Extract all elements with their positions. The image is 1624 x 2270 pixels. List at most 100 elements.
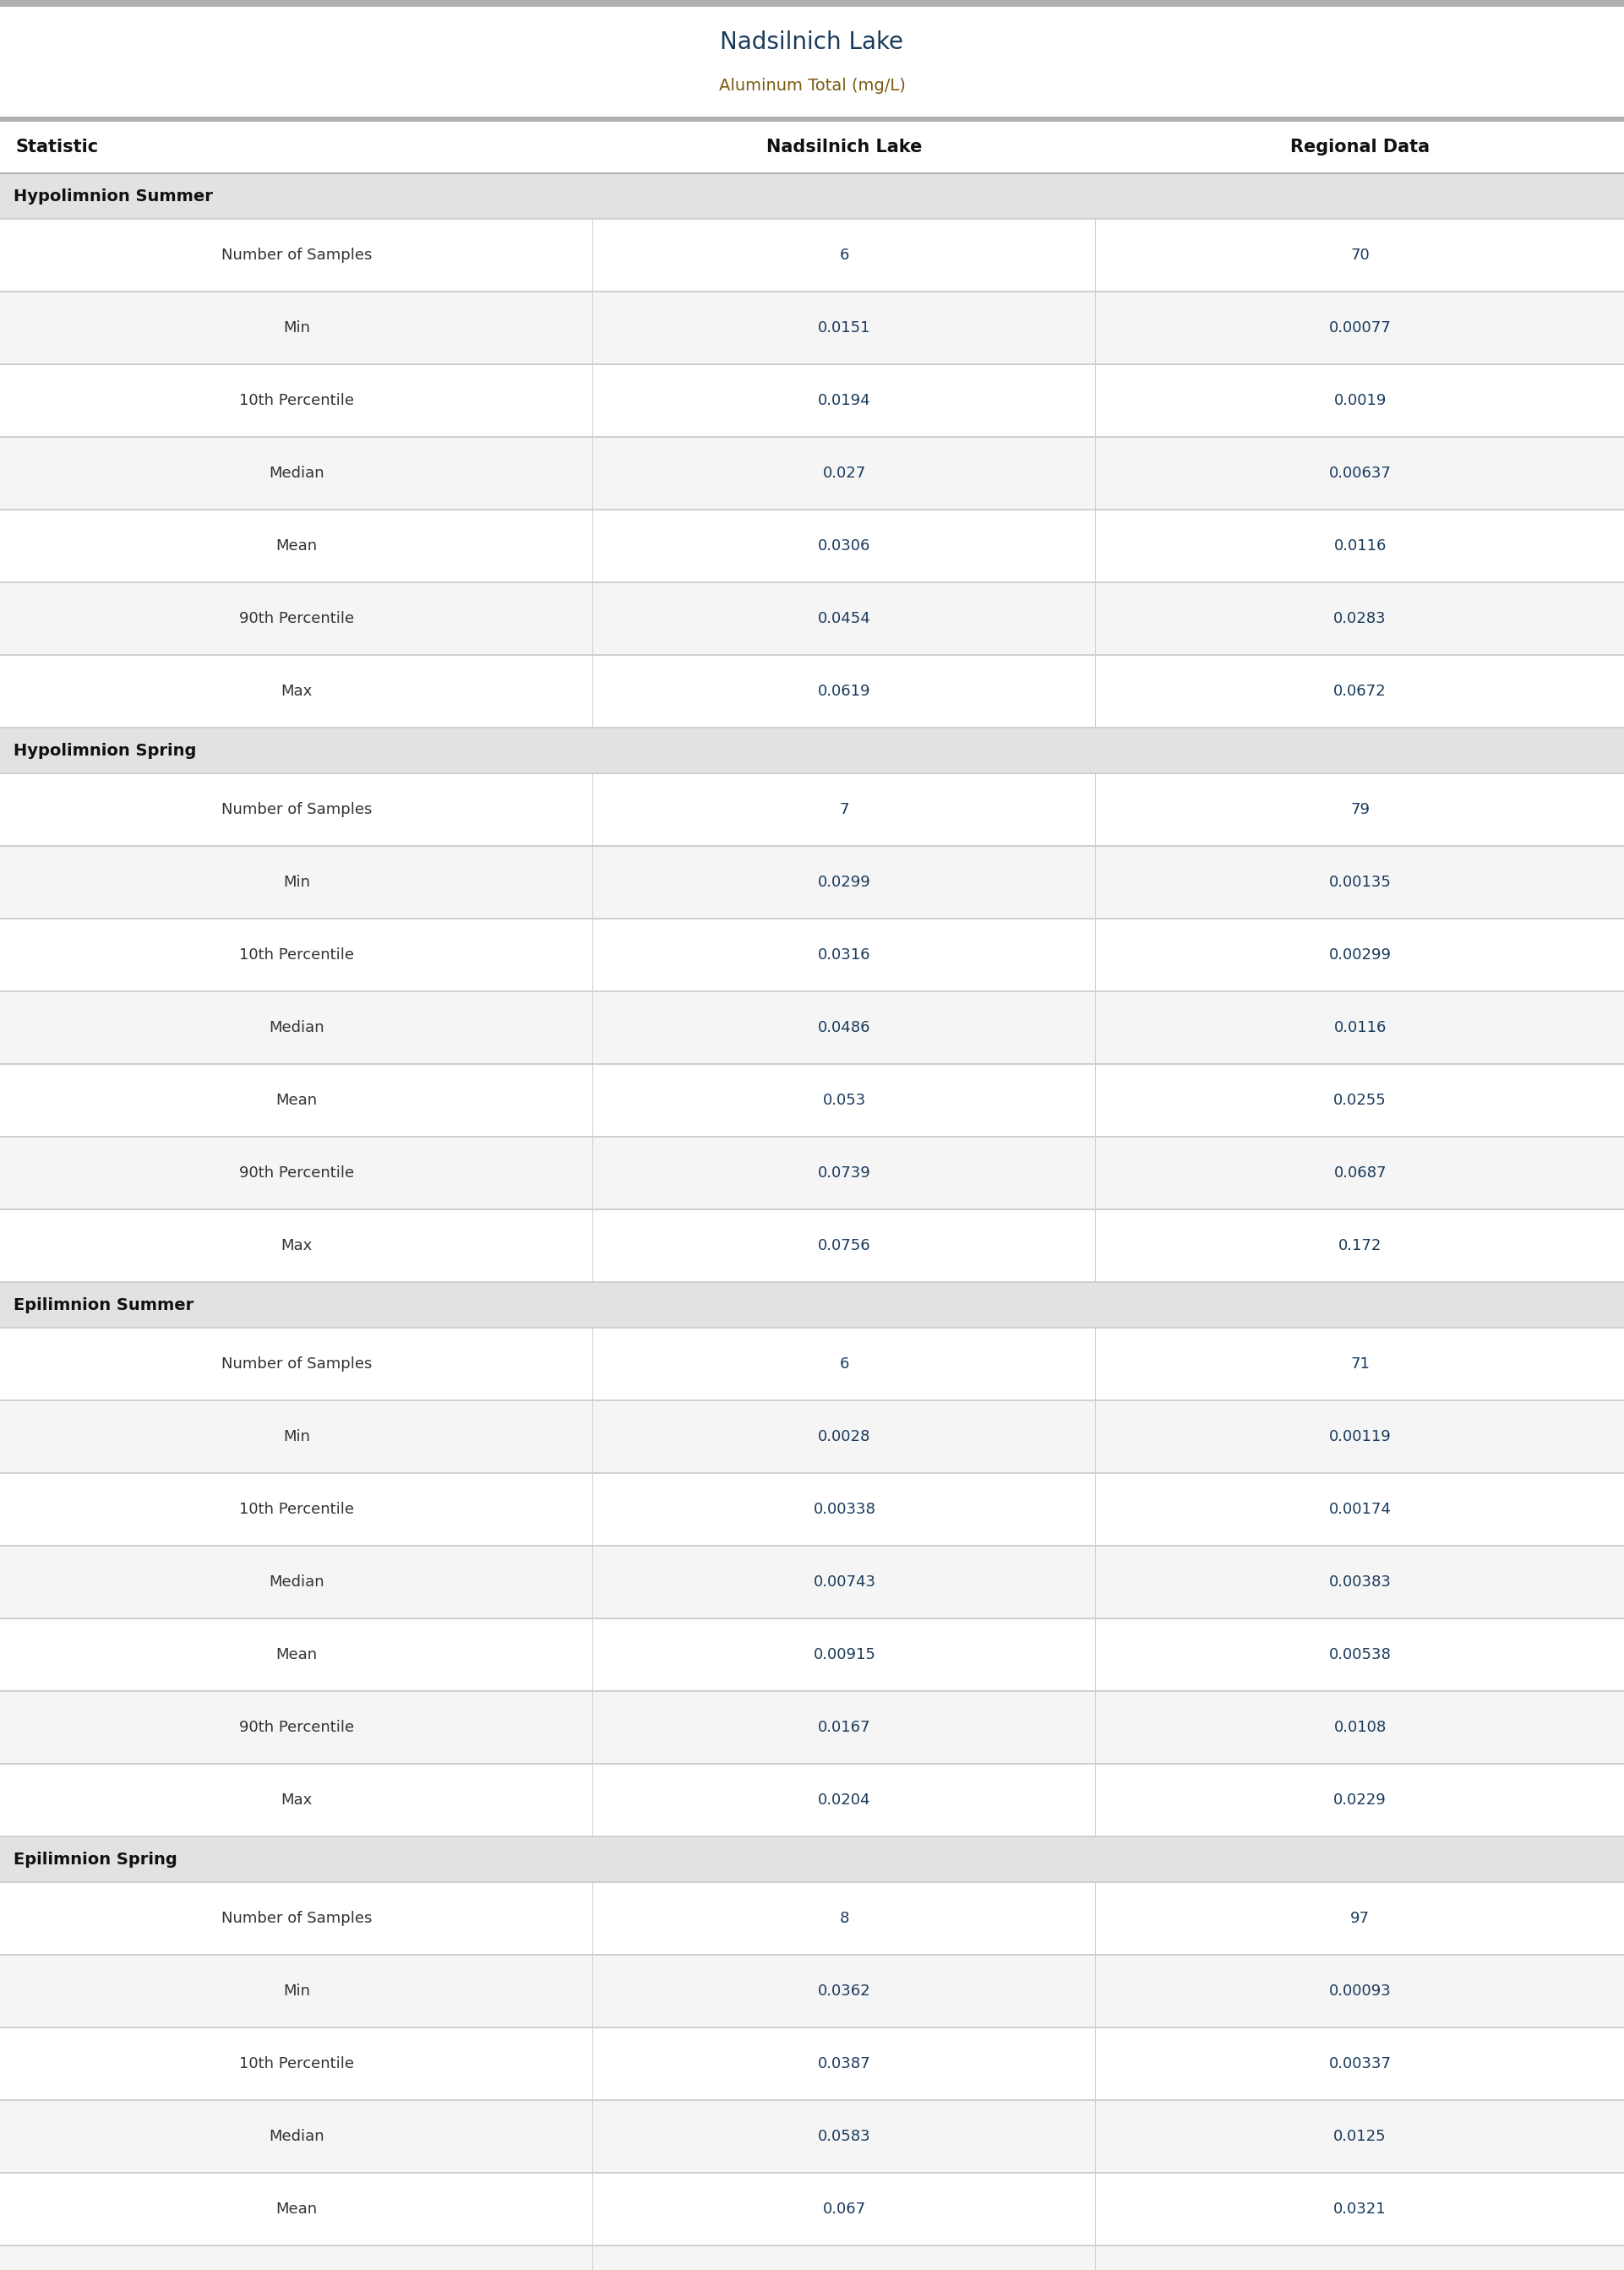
Text: 70: 70 [1351, 247, 1369, 263]
Text: 0.0387: 0.0387 [818, 2057, 870, 2073]
Text: Min: Min [283, 1984, 310, 1998]
Text: 0.0362: 0.0362 [818, 1984, 870, 1998]
Text: 6: 6 [840, 247, 849, 263]
Text: Min: Min [283, 320, 310, 336]
Bar [0, 220, 1624, 291]
Text: 0.0283: 0.0283 [1333, 611, 1387, 627]
Text: 0.0672: 0.0672 [1333, 683, 1387, 699]
Bar [0, 847, 1624, 917]
Bar [0, 438, 1624, 508]
Bar [0, 2102, 1624, 2172]
Bar [0, 1328, 1624, 1401]
Text: 0.0229: 0.0229 [1333, 1793, 1387, 1807]
Text: 0.00743: 0.00743 [814, 1575, 875, 1589]
Text: 0.00135: 0.00135 [1328, 874, 1392, 890]
Bar [0, 123, 1624, 173]
Text: 10th Percentile: 10th Percentile [239, 1503, 354, 1516]
Text: 0.0194: 0.0194 [818, 393, 870, 409]
Bar [0, 774, 1624, 844]
Text: 0.0299: 0.0299 [818, 874, 870, 890]
Text: Hypolimnion Summer: Hypolimnion Summer [13, 188, 213, 204]
Bar [0, 919, 1624, 990]
Bar [0, 992, 1624, 1062]
Bar [0, 365, 1624, 436]
Text: Max: Max [281, 1237, 312, 1253]
Text: 0.0167: 0.0167 [818, 1721, 870, 1734]
Text: Median: Median [268, 465, 325, 481]
Text: 0.0306: 0.0306 [818, 538, 870, 554]
Text: 8: 8 [840, 1911, 849, 1925]
Text: Statistic: Statistic [15, 138, 97, 157]
Text: 0.0619: 0.0619 [818, 683, 870, 699]
Bar [0, 1401, 1624, 1473]
Text: Epilimnion Summer: Epilimnion Summer [13, 1296, 193, 1312]
Text: 0.0151: 0.0151 [818, 320, 870, 336]
Text: 10th Percentile: 10th Percentile [239, 393, 354, 409]
Text: 0.0125: 0.0125 [1333, 2129, 1387, 2145]
Bar [0, 0, 1624, 7]
Text: 0.0028: 0.0028 [818, 1430, 870, 1444]
Bar [0, 1836, 1624, 1882]
Text: 0.00538: 0.00538 [1328, 1648, 1392, 1662]
Text: 71: 71 [1351, 1357, 1369, 1371]
Text: Number of Samples: Number of Samples [221, 247, 372, 263]
Text: 0.172: 0.172 [1338, 1237, 1382, 1253]
Text: 0.0116: 0.0116 [1333, 538, 1387, 554]
Bar [0, 116, 1624, 123]
Text: 0.0321: 0.0321 [1333, 2202, 1387, 2218]
Text: 0.0687: 0.0687 [1333, 1165, 1387, 1180]
Bar [0, 2029, 1624, 2100]
Text: Regional Data: Regional Data [1291, 138, 1429, 157]
Text: 6: 6 [840, 1357, 849, 1371]
Text: 0.027: 0.027 [823, 465, 866, 481]
Text: 0.00915: 0.00915 [814, 1648, 875, 1662]
Bar [0, 1065, 1624, 1135]
Bar [0, 1137, 1624, 1208]
Text: Median: Median [268, 1575, 325, 1589]
Text: 90th Percentile: 90th Percentile [239, 1165, 354, 1180]
Text: 0.0204: 0.0204 [818, 1793, 870, 1807]
Text: Mean: Mean [276, 1092, 317, 1108]
Bar [0, 1882, 1624, 1954]
Text: 90th Percentile: 90th Percentile [239, 1721, 354, 1734]
Text: Mean: Mean [276, 1648, 317, 1662]
Bar [0, 175, 1624, 218]
Bar [0, 656, 1624, 726]
Text: 79: 79 [1351, 801, 1369, 817]
Text: 0.0486: 0.0486 [818, 1019, 870, 1035]
Text: Median: Median [268, 2129, 325, 2145]
Bar [0, 1764, 1624, 1836]
Bar [0, 7, 1624, 116]
Text: 0.00338: 0.00338 [814, 1503, 875, 1516]
Text: Min: Min [283, 1430, 310, 1444]
Text: Number of Samples: Number of Samples [221, 801, 372, 817]
Text: 0.0316: 0.0316 [818, 947, 870, 962]
Text: 0.0756: 0.0756 [818, 1237, 870, 1253]
Bar [0, 1546, 1624, 1619]
Text: 0.00637: 0.00637 [1328, 465, 1392, 481]
Text: Median: Median [268, 1019, 325, 1035]
Text: 7: 7 [840, 801, 849, 817]
Text: Max: Max [281, 683, 312, 699]
Text: 0.00174: 0.00174 [1328, 1503, 1392, 1516]
Text: 0.00119: 0.00119 [1328, 1430, 1392, 1444]
Bar [0, 1283, 1624, 1328]
Text: Nadsilnich Lake: Nadsilnich Lake [767, 138, 922, 157]
Text: 0.00383: 0.00383 [1328, 1575, 1392, 1589]
Text: Max: Max [281, 1793, 312, 1807]
Text: Number of Samples: Number of Samples [221, 1357, 372, 1371]
Text: 10th Percentile: 10th Percentile [239, 947, 354, 962]
Bar [0, 1957, 1624, 2027]
Text: 0.00077: 0.00077 [1328, 320, 1392, 336]
Bar [0, 1473, 1624, 1546]
Text: 0.0739: 0.0739 [818, 1165, 870, 1180]
Text: 0.0116: 0.0116 [1333, 1019, 1387, 1035]
Text: 10th Percentile: 10th Percentile [239, 2057, 354, 2073]
Text: Min: Min [283, 874, 310, 890]
Text: 0.053: 0.053 [823, 1092, 866, 1108]
Bar [0, 1691, 1624, 1764]
Text: Nadsilnich Lake: Nadsilnich Lake [721, 30, 903, 54]
Text: 0.00093: 0.00093 [1328, 1984, 1392, 1998]
Text: Hypolimnion Spring: Hypolimnion Spring [13, 742, 197, 758]
Bar [0, 293, 1624, 363]
